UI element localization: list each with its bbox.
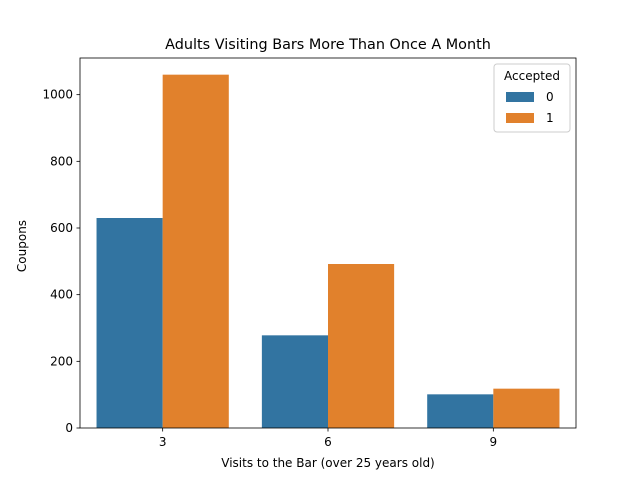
bar-series-0-cat-3	[96, 218, 163, 428]
bar-series-1-cat-3	[162, 74, 229, 429]
bar-series-1-cat-6	[328, 264, 395, 428]
chart-title: Adults Visiting Bars More Than Once A Mo…	[165, 37, 491, 53]
bars-layer	[96, 74, 560, 429]
x-tick-label: 6	[324, 435, 332, 449]
y-tick-label: 600	[50, 221, 73, 235]
legend-title: Accepted	[504, 69, 560, 83]
y-axis-label: Coupons	[15, 220, 29, 272]
y-tick-label: 1000	[42, 88, 73, 102]
legend-swatch-0	[506, 92, 534, 102]
legend-swatch-1	[506, 113, 534, 123]
x-tick-label: 9	[490, 435, 498, 449]
legend-label-0: 0	[546, 90, 554, 104]
y-tick-label: 400	[50, 288, 73, 302]
bar-series-0-cat-6	[261, 335, 328, 428]
legend-label-1: 1	[546, 111, 554, 125]
y-tick-label: 800	[50, 154, 73, 168]
y-tick-label: 200	[50, 354, 73, 368]
axes-layer: 0 200 400 600 800 1000 3 6 9	[42, 57, 577, 449]
bar-series-1-cat-9	[493, 388, 560, 428]
bar-series-0-cat-9	[427, 394, 494, 428]
y-tick-label: 0	[65, 421, 73, 435]
x-tick-label: 3	[159, 435, 167, 449]
legend: Accepted 0 1	[493, 63, 571, 133]
x-axis-label: Visits to the Bar (over 25 years old)	[221, 456, 435, 470]
